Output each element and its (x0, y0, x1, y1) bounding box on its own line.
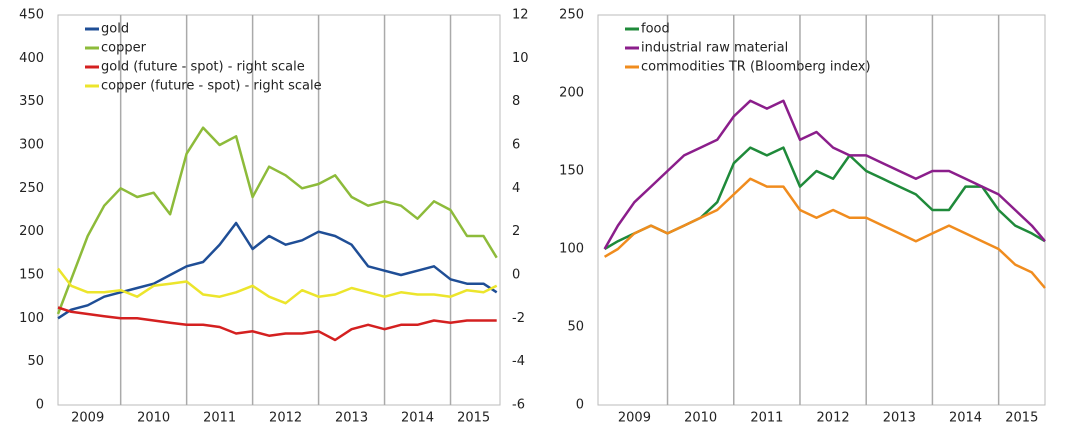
x-tick-label: 2010 (684, 411, 717, 426)
line-series (603, 99, 1046, 250)
y-tick-label: 100 (19, 311, 44, 326)
line-series (603, 177, 1046, 289)
x-tick-label: 2014 (401, 411, 434, 426)
x-tick-label: 2009 (71, 411, 104, 426)
x-tick-label: 2015 (457, 411, 490, 426)
legend-label: copper (future - spot) - right scale (101, 79, 322, 94)
y-tick-label: 0 (36, 398, 44, 413)
x-tick-label: 2013 (883, 411, 916, 426)
x-tick-label: 2012 (269, 411, 302, 426)
y-tick-label: 250 (19, 181, 44, 196)
y-tick-label: 250 (559, 8, 584, 23)
y2-tick-label: 0 (512, 268, 520, 283)
y-tick-label: 200 (559, 86, 584, 101)
plot-area (597, 14, 1046, 406)
y2-tick-label: 6 (512, 138, 520, 153)
y2-tick-label: -4 (512, 354, 525, 369)
line-series (57, 306, 497, 342)
legend-label: gold (future - spot) - right scale (101, 60, 305, 75)
y-tick-label: 300 (19, 138, 44, 153)
line-series (57, 221, 498, 320)
y-tick-label: 350 (19, 94, 44, 109)
y-tick-label: 0 (576, 398, 584, 413)
y-tick-label: 450 (19, 8, 44, 23)
y2-tick-label: 2 (512, 224, 520, 239)
legend-label: industrial raw material (641, 41, 788, 56)
y-tick-label: 200 (19, 224, 44, 239)
plot-area (57, 14, 501, 406)
legend-label: copper (101, 41, 147, 56)
y-tick-label: 150 (19, 268, 44, 283)
legend-label: gold (101, 22, 129, 37)
y-tick-label: 150 (559, 164, 584, 179)
y-tick-label: 100 (559, 242, 584, 257)
y2-tick-label: 8 (512, 94, 520, 109)
line-series (603, 146, 1046, 251)
x-tick-label: 2011 (203, 411, 236, 426)
x-tick-label: 2015 (1005, 411, 1038, 426)
legend-label: food (641, 22, 670, 37)
y2-tick-label: -2 (512, 311, 525, 326)
y-tick-label: 400 (19, 51, 44, 66)
y2-tick-label: -6 (512, 398, 525, 413)
y2-tick-label: 12 (512, 8, 529, 23)
x-tick-label: 2011 (750, 411, 783, 426)
y-tick-label: 50 (27, 354, 44, 369)
x-tick-label: 2010 (137, 411, 170, 426)
y2-tick-label: 10 (512, 51, 529, 66)
x-tick-label: 2009 (618, 411, 651, 426)
legend-label: commodities TR (Bloomberg index) (641, 60, 871, 75)
line-series (57, 267, 498, 305)
x-tick-label: 2014 (949, 411, 982, 426)
y-tick-label: 50 (567, 320, 584, 335)
x-tick-label: 2013 (335, 411, 368, 426)
line-series (56, 126, 498, 315)
x-tick-label: 2012 (817, 411, 850, 426)
y2-tick-label: 4 (512, 181, 520, 196)
